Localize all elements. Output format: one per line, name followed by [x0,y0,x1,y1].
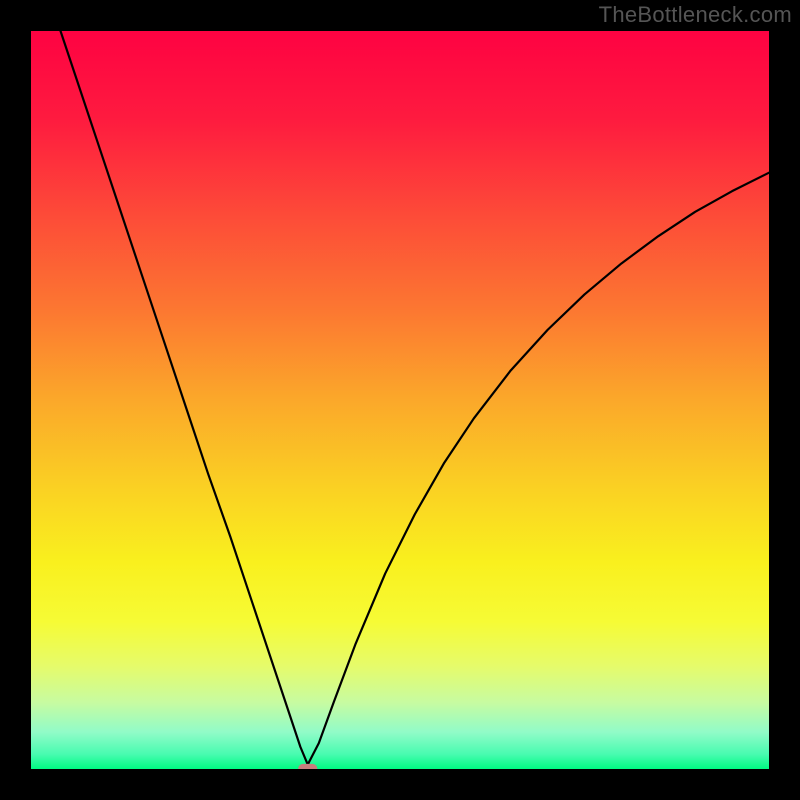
gradient-background [31,31,769,769]
plot-area-bg [30,30,770,770]
optimum-marker [298,764,317,769]
plot-frame [30,30,770,770]
chart-svg [31,31,769,769]
watermark-text: TheBottleneck.com [599,2,792,28]
